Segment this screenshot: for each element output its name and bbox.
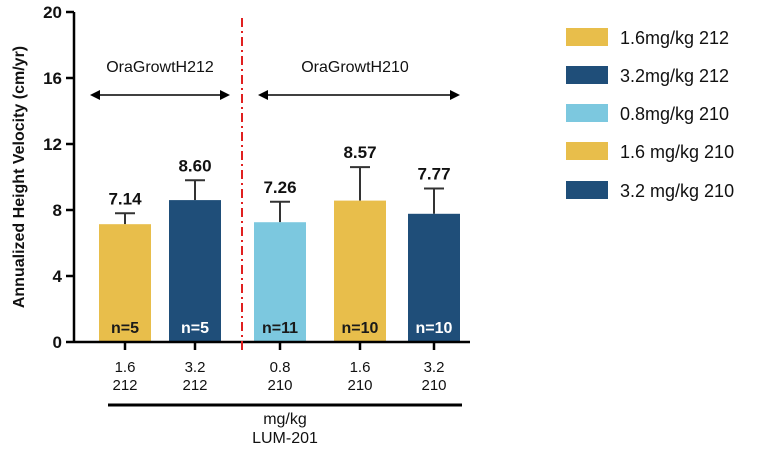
x-category-study: 210 [421, 377, 446, 394]
bar-value-label: 8.60 [178, 156, 211, 175]
study-group-annotations: OraGrowtH212 OraGrowtH210 [90, 18, 460, 350]
x-category-dose: 3.2 [185, 359, 206, 376]
bar-group: 7.14 n=5 [99, 189, 151, 342]
arrow-left-icon [90, 90, 100, 100]
x-category-dose: 0.8 [270, 359, 291, 376]
x-category-study: 212 [112, 377, 137, 394]
bar-value-label: 7.14 [108, 189, 142, 208]
y-axis: 0 4 8 12 16 20 Annualized Height Velocity (cm/… [11, 3, 76, 352]
x-category-dose: 1.6 [115, 359, 136, 376]
y-axis-title: Annualized Height Velocity (cm/yr) [11, 46, 28, 308]
arrow-right-icon [220, 90, 230, 100]
bar-n-label: n=11 [262, 320, 298, 337]
x-axis: 1.62123.22120.82101.62103.2210mg/kgLUM-2… [74, 340, 470, 447]
legend-swatch [566, 104, 608, 122]
arrow-left-icon [258, 90, 268, 100]
study-group-label: OraGrowtH212 [106, 59, 214, 76]
legend-swatch [566, 142, 608, 160]
y-tick-label: 4 [53, 267, 63, 286]
bar-n-label: n=10 [342, 320, 379, 337]
study-group-label: OraGrowtH210 [301, 59, 409, 76]
bar-value-label: 8.57 [343, 143, 376, 162]
legend-swatch [566, 28, 608, 46]
x-category-study: 212 [182, 377, 207, 394]
x-axis-title: mg/kg [263, 411, 307, 428]
bar-value-label: 7.26 [263, 178, 296, 197]
bar-group: 8.57 n=10 [334, 143, 386, 342]
legend-swatch [566, 181, 608, 199]
bar-n-label: n=10 [416, 320, 453, 337]
bar [99, 224, 151, 342]
x-category-dose: 1.6 [350, 359, 371, 376]
x-category-study: 210 [347, 377, 372, 394]
y-tick-label: 8 [53, 201, 62, 220]
legend-label: 1.6mg/kg 212 [620, 28, 729, 48]
bar-group: 8.60 n=5 [169, 156, 221, 342]
y-tick-label: 16 [43, 69, 62, 88]
bar-value-label: 7.77 [417, 165, 450, 184]
arrow-right-icon [450, 90, 460, 100]
bar [254, 222, 306, 342]
bar-series: 7.14 n=5 8.60 n=5 7.26 n=11 8.57 n=10 7.77 n=10 [99, 143, 460, 342]
legend-label: 3.2mg/kg 212 [620, 66, 729, 86]
x-axis-subtitle: LUM-201 [252, 430, 318, 447]
bar-n-label: n=5 [181, 320, 209, 337]
y-tick-label: 20 [43, 3, 62, 22]
x-category-study: 210 [267, 377, 292, 394]
legend-label: 0.8mg/kg 210 [620, 104, 729, 124]
legend-label: 3.2 mg/kg 210 [620, 181, 734, 201]
legend-swatch [566, 66, 608, 84]
y-tick-label: 12 [43, 135, 62, 154]
bar [408, 213, 460, 342]
bar [334, 200, 386, 342]
bar-group: 7.77 n=10 [408, 165, 460, 342]
legend: 1.6mg/kg 212 3.2mg/kg 212 0.8mg/kg 210 1.6 … [566, 28, 734, 201]
legend-label: 1.6 mg/kg 210 [620, 142, 734, 162]
bar-group: 7.26 n=11 [254, 178, 306, 342]
bar [169, 200, 221, 342]
x-category-dose: 3.2 [424, 359, 445, 376]
y-tick-label: 0 [53, 333, 62, 352]
bar-n-label: n=5 [111, 320, 139, 337]
